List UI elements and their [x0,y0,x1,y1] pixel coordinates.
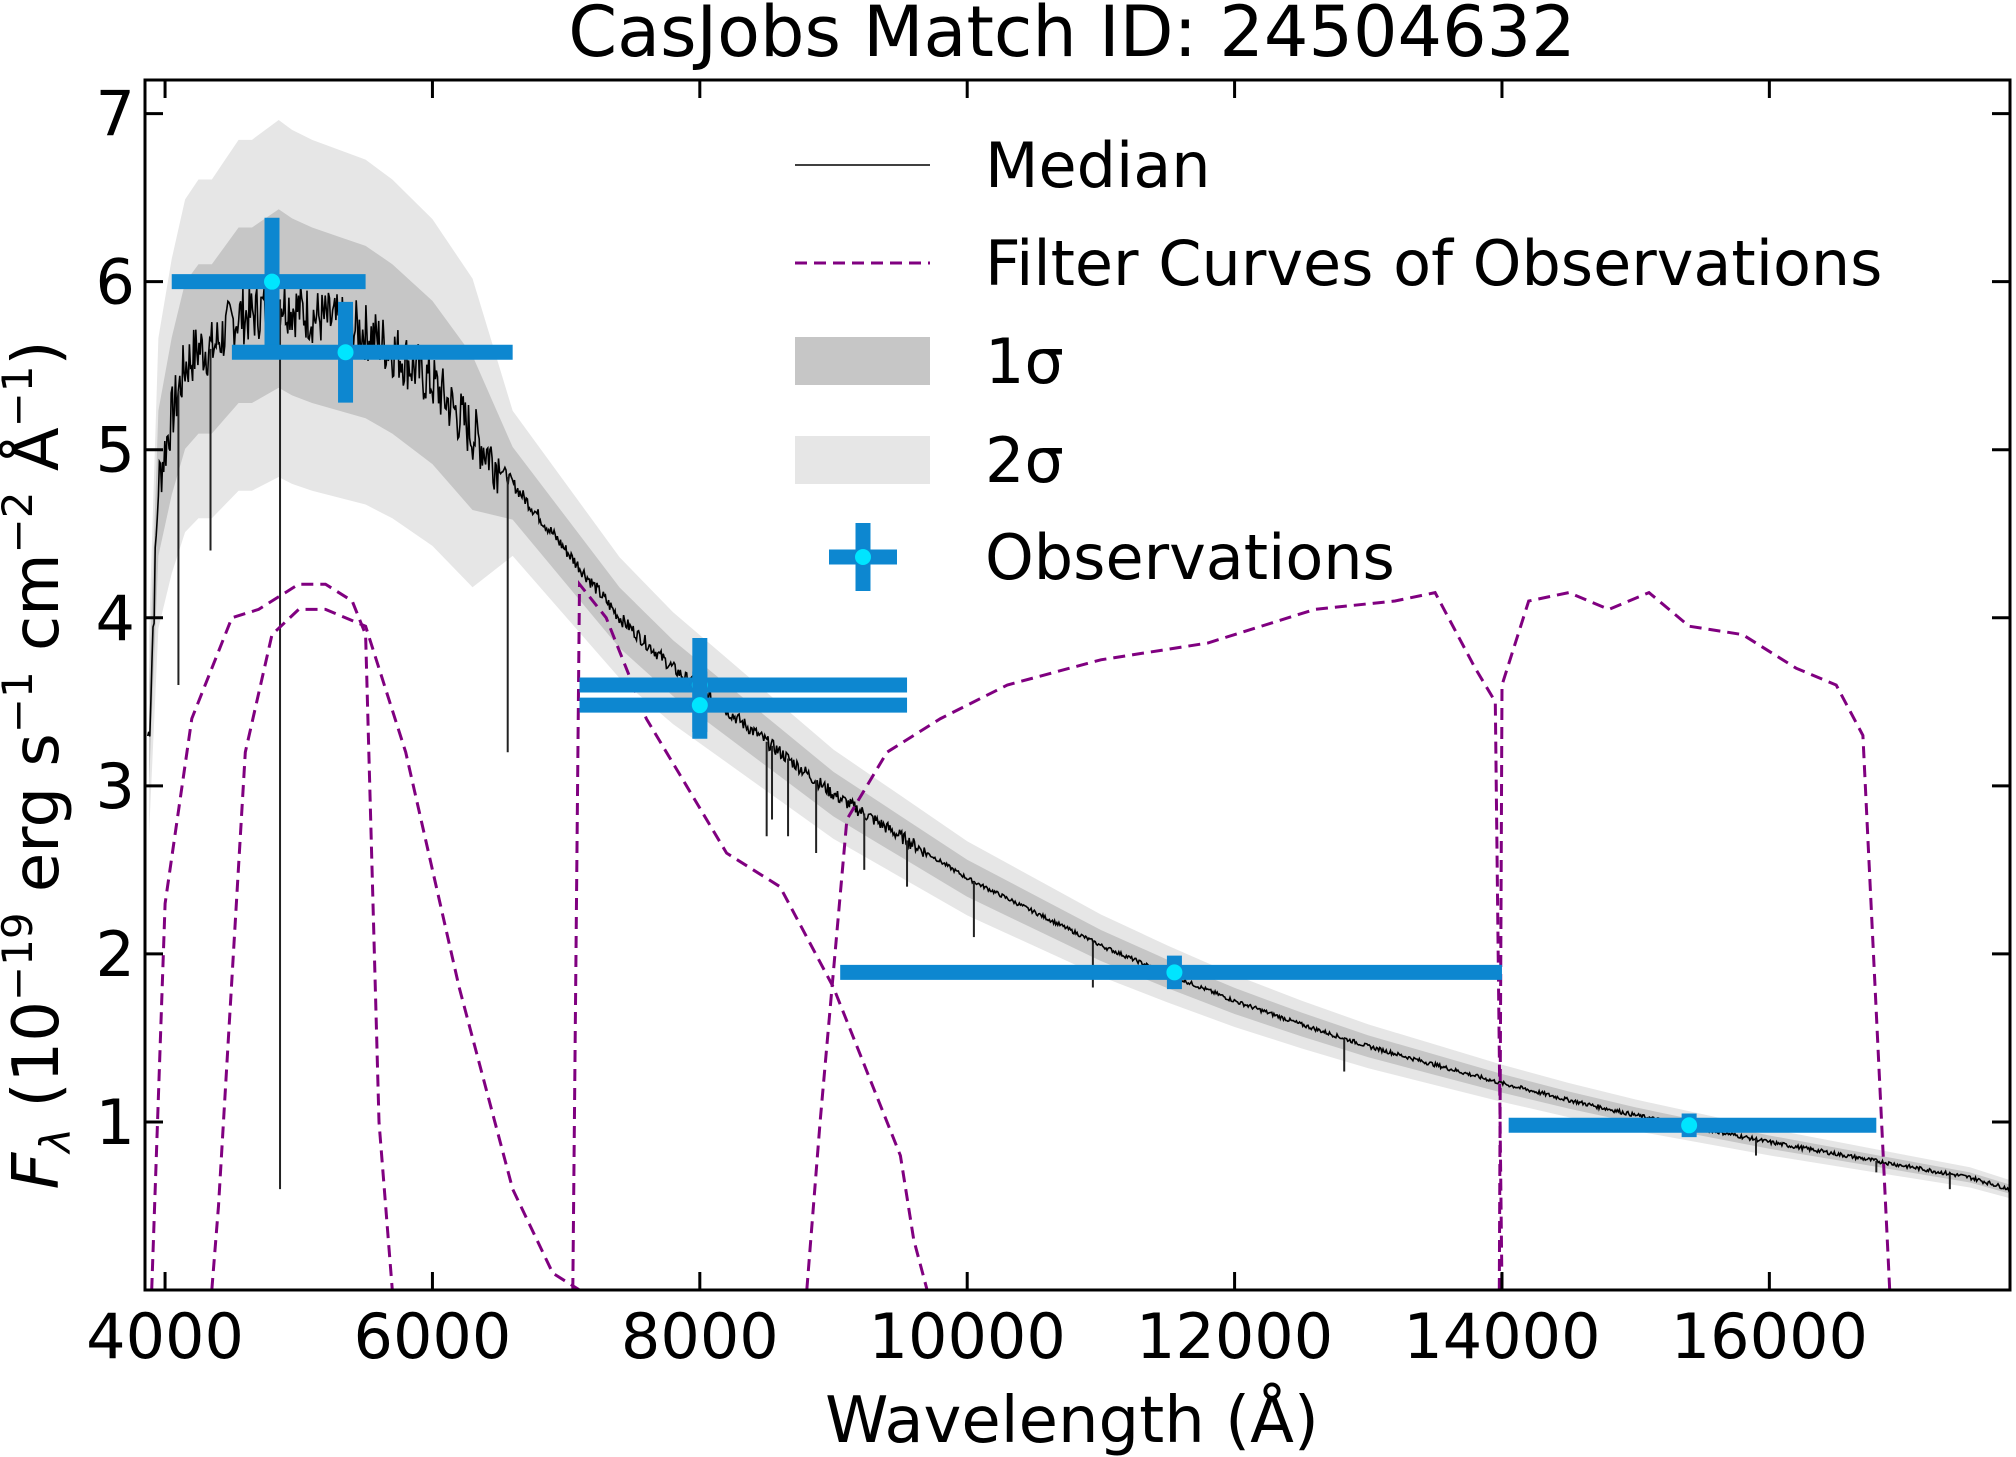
ylabel-open: (10 [0,1001,74,1128]
observation-marker [335,342,356,363]
median-spectrum [146,279,2010,1193]
legend: Median Filter Curves of Observations 1σ 2σ O… [795,129,1883,594]
x-tick-label: 12000 [1136,1300,1333,1373]
legend-swatch-band [795,337,930,385]
legend-label: Filter Curves of Observations [985,227,1883,300]
legend-swatch-band [795,436,930,484]
ylabel-ang: Å [0,427,74,491]
observation-point [840,955,1502,990]
filter-curve [210,607,581,1290]
x-tick-label: 16000 [1671,1300,1868,1373]
observation-marker [1164,962,1185,983]
filter-curve [571,579,929,1290]
y-tick-label: 1 [96,1086,135,1159]
x-tick-label: 6000 [354,1300,512,1373]
filter-curve [805,590,1504,1290]
ylabel-cm: cm [0,553,74,671]
y-axis-ticks: 1 2 3 4 5 6 7 [96,78,2010,1159]
ylabel-lambda: λ [31,1128,80,1155]
observation-point [579,671,908,739]
legend-swatch-marker [853,547,873,567]
observation-point [1508,1113,1877,1138]
y-tick-label: 4 [96,582,135,655]
ylabel-f: F [0,1152,74,1190]
filter-curve [150,582,394,1290]
legend-entry: Median [795,129,1211,202]
y-tick-label: 5 [96,414,135,487]
band-2sigma [149,119,2010,1199]
legend-entry: Filter Curves of Observations [795,227,1883,300]
ylabel-close: ) [0,340,74,365]
ylabel-erg: erg s [0,733,74,912]
y-tick-label: 6 [96,246,135,319]
x-axis-ticks: 4000 6000 8000 10000 12000 14000 16000 [86,80,1868,1373]
ylabel-exp1b: −1 [0,365,42,427]
ylabel-exp2: −2 [0,492,42,554]
observation-marker [689,695,710,716]
observation-point [171,217,366,346]
legend-label: 1σ [985,325,1064,398]
legend-entry: Observations [829,521,1395,594]
filter-curves [150,579,1903,1290]
y-tick-label: 7 [96,78,135,151]
x-tick-label: 8000 [621,1300,779,1373]
y-tick-label: 3 [96,750,135,823]
plot-frame [143,78,2012,1292]
x-tick-label: 10000 [869,1300,1066,1373]
legend-entry: 1σ [795,325,1064,398]
ylabel-exp19: −19 [0,912,42,1001]
observation-point [231,301,513,403]
x-tick-label: 14000 [1403,1300,1600,1373]
observations [171,217,1877,1138]
legend-label: Observations [985,521,1395,594]
observation-marker [1679,1115,1700,1136]
chart-title: CasJobs Match ID: 24504632 [568,0,1575,73]
legend-entry: 2σ [795,424,1064,497]
observation-marker [262,271,283,292]
y-tick-label: 2 [96,918,135,991]
x-axis-label: Wavelength (Å) [825,1382,1319,1457]
plot-border [143,78,2012,1292]
y-axis-label: Fλ (10−19 erg s−1 cm−2 Å−1) [0,340,80,1189]
filter-curve [1497,590,1903,1290]
ylabel-exp1a: −1 [0,671,42,733]
legend-label: Median [985,129,1211,202]
legend-label: 2σ [985,424,1064,497]
x-tick-label: 4000 [86,1300,244,1373]
